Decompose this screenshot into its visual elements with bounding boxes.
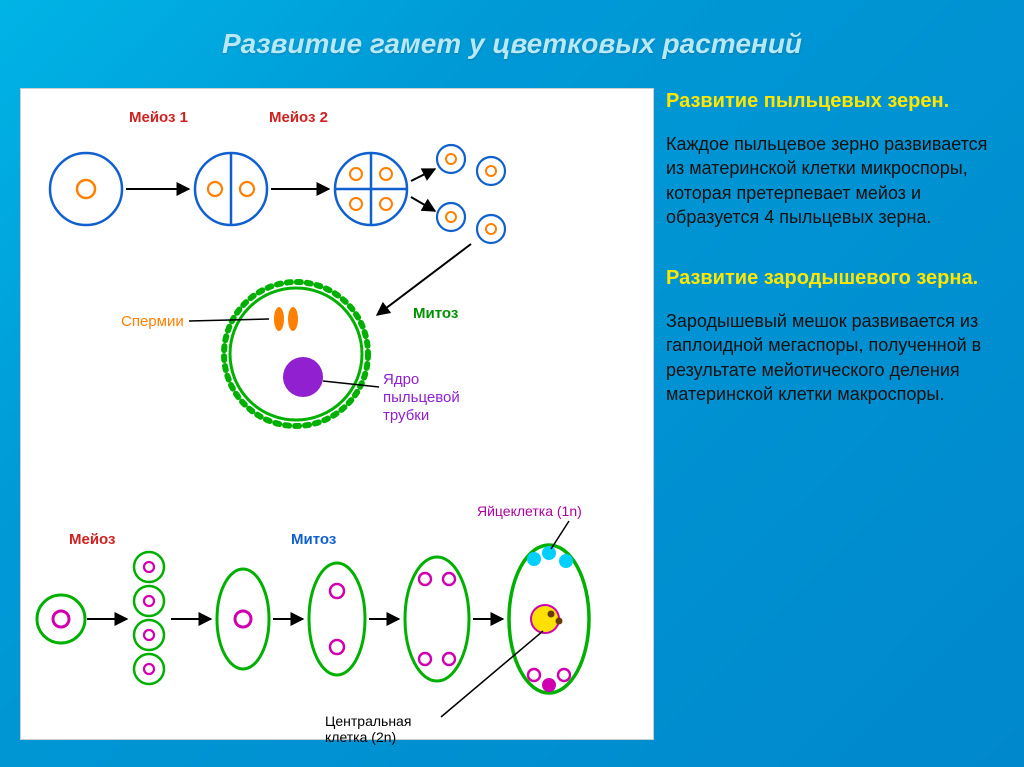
four-cell-stage [335,153,407,225]
text-panel: Развитие пыльцевых зерен. Каждое пыльцев… [666,88,1006,406]
section2-body: Зародышевый мешок развивается из гаплоид… [666,309,1006,406]
pollen-grain [189,282,379,426]
embryo-sac-1n [217,569,269,669]
section1-heading: Развитие пыльцевых зерен. [666,88,1006,114]
top-arrows [126,169,471,315]
megaspore-tetrad [134,552,164,684]
page-title: Развитие гамет у цветковых растений [0,28,1024,60]
mother-cell [50,153,122,225]
diagram-svg [21,89,655,741]
section2-heading: Развитие зародышевого зерна. [666,265,1006,291]
megaspore-mother [37,595,85,643]
embryo-sac-4n [405,557,469,681]
microspores [437,145,505,243]
two-cell-stage [195,153,267,225]
diagram-panel: Мейоз 1 Мейоз 2 Спермии Митоз Ядро пыльц… [20,88,654,740]
embryo-sac-2n [309,563,365,675]
section1-body: Каждое пыльцевое зерно развивается из ма… [666,132,1006,229]
egg-pointer [551,521,569,549]
embryo-sac-mature [509,545,589,693]
